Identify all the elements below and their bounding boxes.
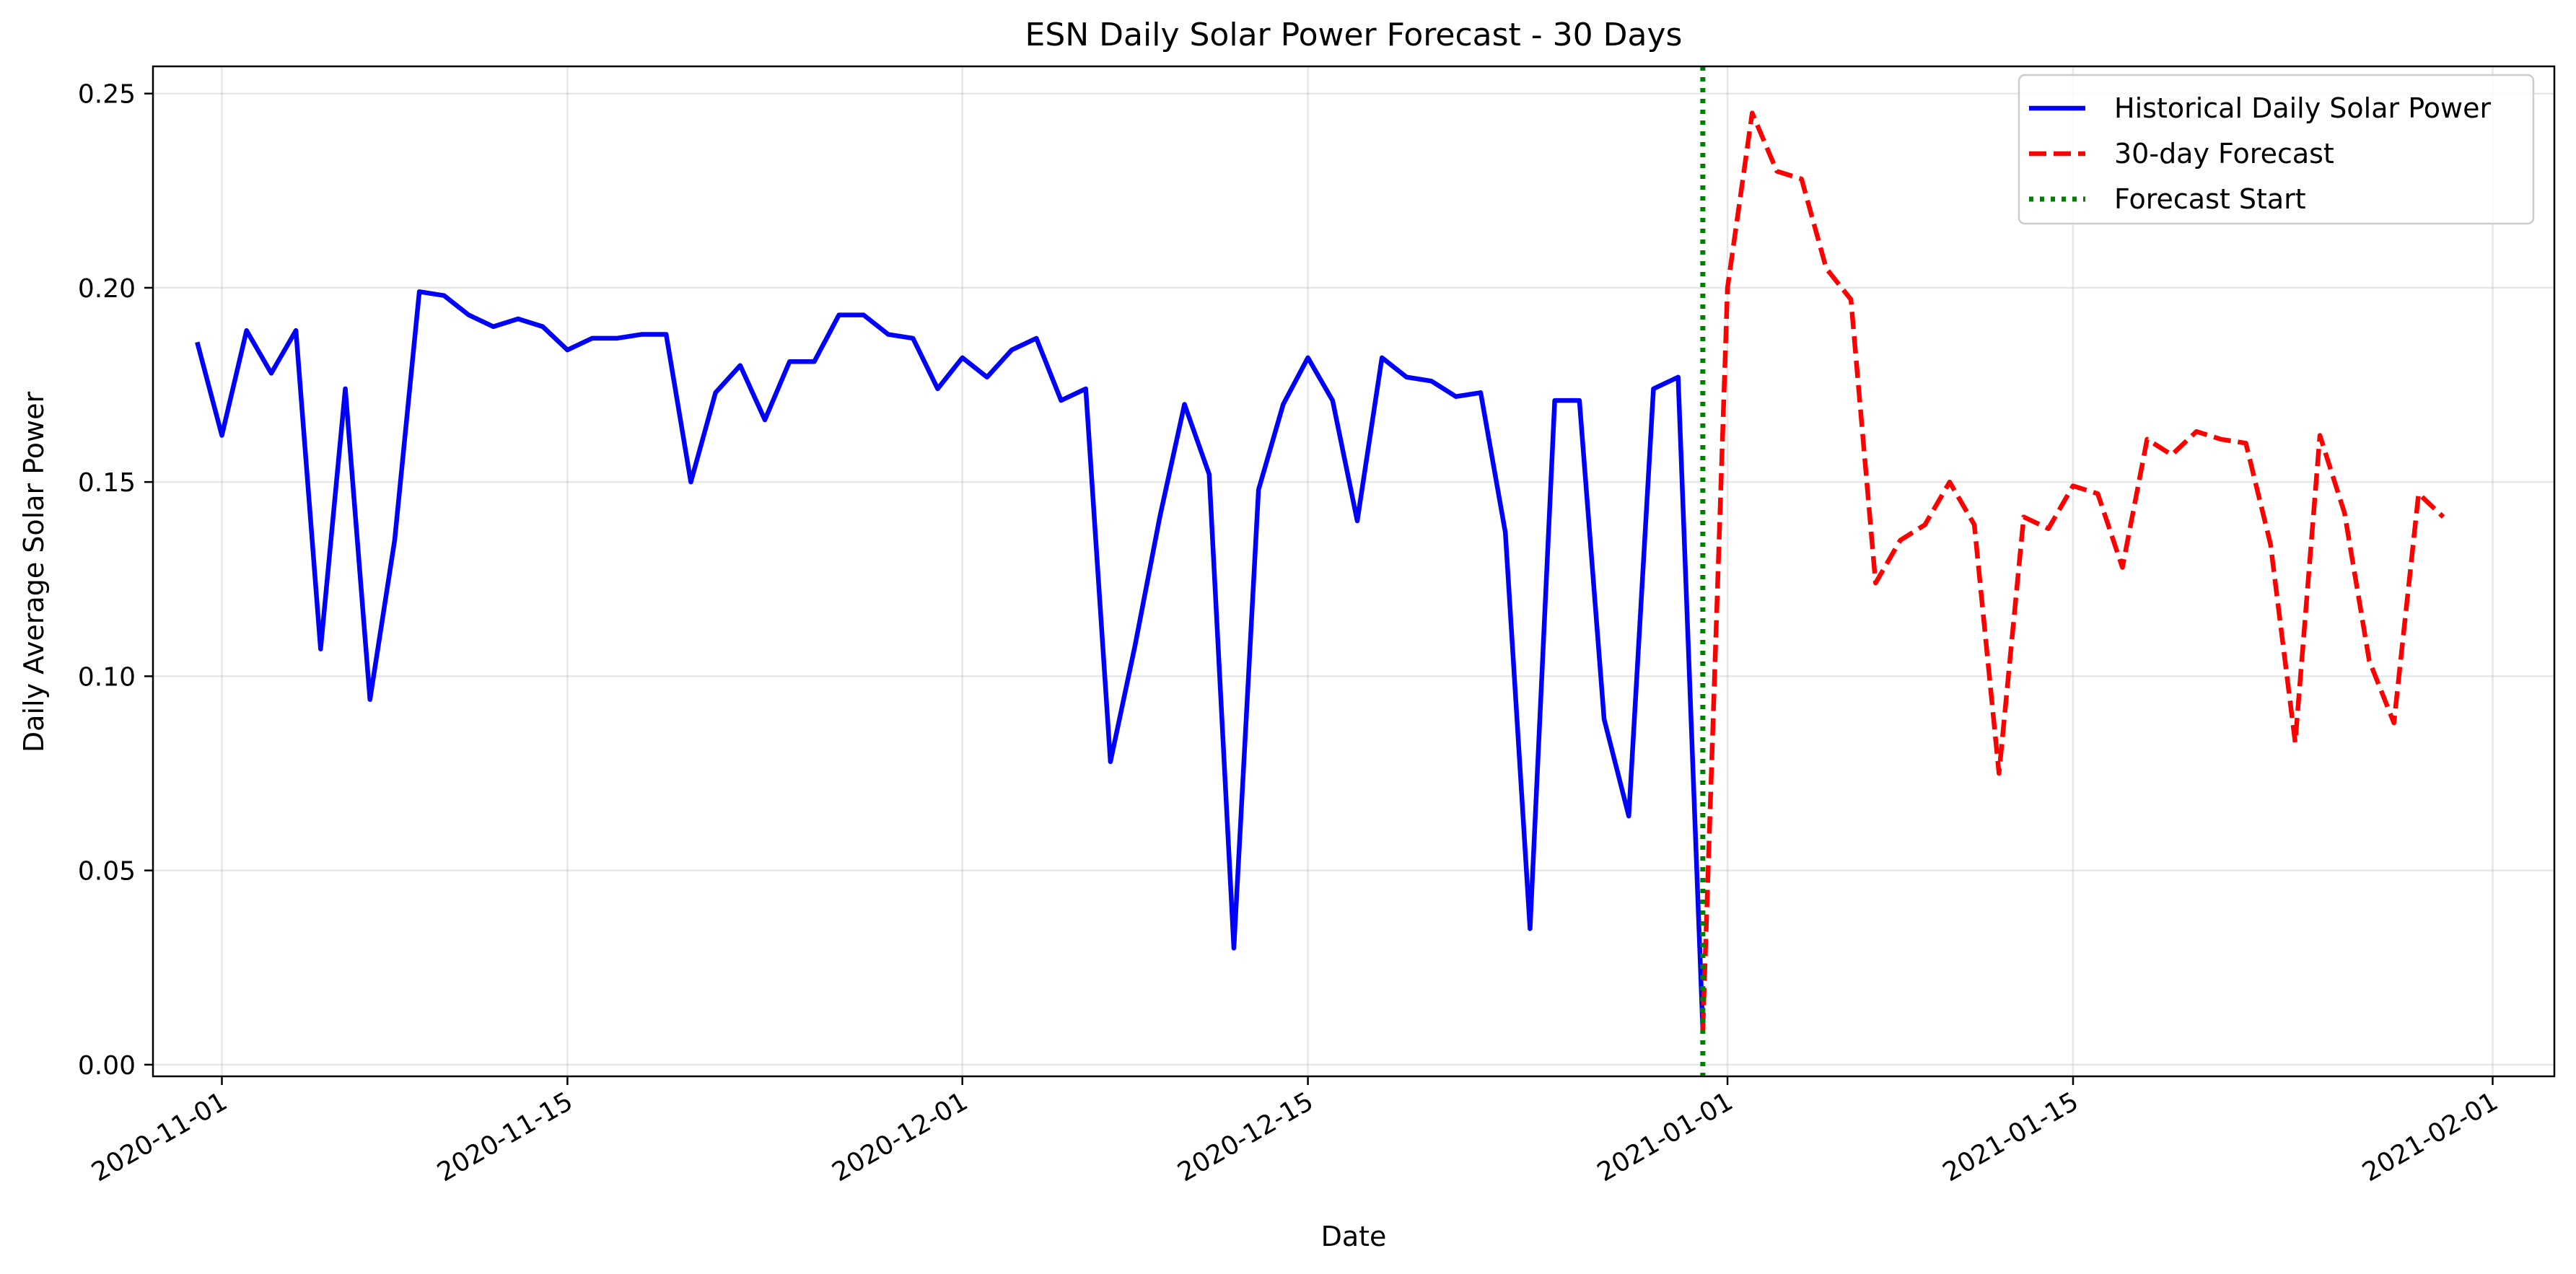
legend: Historical Daily Solar Power 30-day Forec… xyxy=(2018,74,2535,225)
x-tick-label: 2020-11-15 xyxy=(432,1086,578,1187)
series-layer xyxy=(195,66,2445,1076)
x-tick-label: 2020-12-15 xyxy=(1173,1086,1318,1187)
x-tick-label: 2021-01-15 xyxy=(1938,1086,2084,1187)
chart-title: ESN Daily Solar Power Forecast - 30 Days xyxy=(1025,17,1683,53)
x-tick-label: 2020-12-01 xyxy=(827,1086,973,1187)
tick-layer: 0.00 0.05 0.10 0.15 0.20 0.25 2020-11-01 2020-1… xyxy=(78,80,2503,1188)
y-tick-label: 0.10 xyxy=(78,662,136,692)
legend-label-30-day-forecast: 30-day Forecast xyxy=(2114,138,2334,170)
legend-label-historical-daily-solar-power: Historical Daily Solar Power xyxy=(2114,92,2491,124)
grid-layer xyxy=(153,66,2554,1076)
y-tick-label: 0.05 xyxy=(78,857,136,887)
x-tick-label: 2020-11-01 xyxy=(87,1086,232,1187)
y-axis-label: Daily Average Solar Power xyxy=(18,392,50,753)
legend-label-forecast-start: Forecast Start xyxy=(2114,183,2306,215)
y-tick-label: 0.25 xyxy=(78,80,136,110)
x-axis-label: Date xyxy=(1321,1221,1387,1252)
legend-box xyxy=(2018,74,2535,225)
plot-frame xyxy=(152,65,2556,1078)
y-tick-label: 0.00 xyxy=(78,1051,136,1081)
x-tick-label: 2021-02-01 xyxy=(2357,1086,2503,1187)
y-tick-label: 0.20 xyxy=(78,274,136,304)
x-tick-label: 2021-01-01 xyxy=(1593,1086,1738,1187)
30-day-forecast-line xyxy=(1700,110,2445,1030)
historical-daily-solar-power-line xyxy=(195,289,1706,1030)
y-tick-label: 0.15 xyxy=(78,468,136,498)
